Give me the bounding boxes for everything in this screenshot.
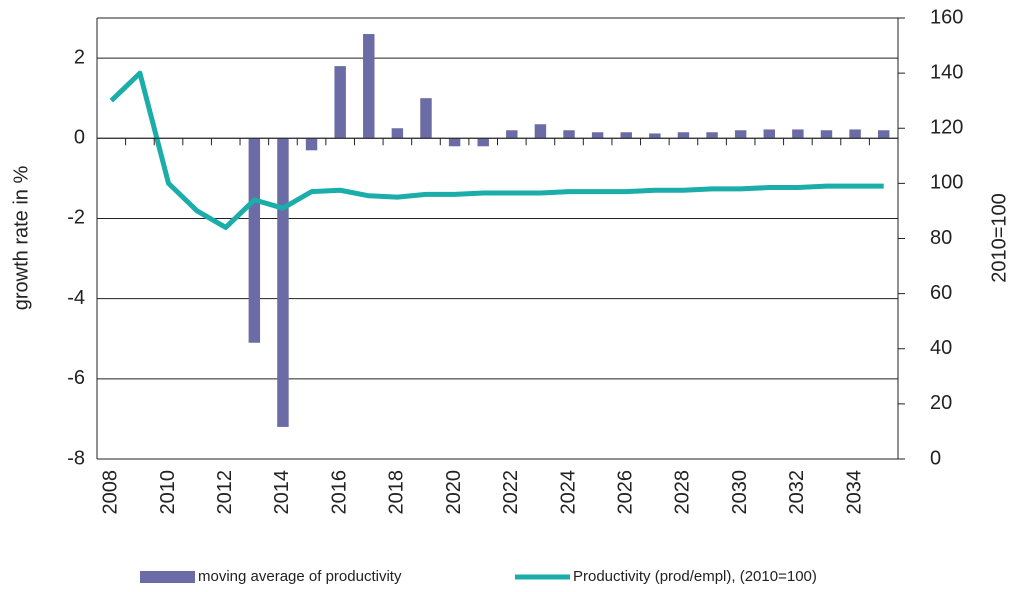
- x-tick-label: 2022: [500, 470, 522, 514]
- line: [109, 70, 884, 230]
- bar: [734, 130, 747, 139]
- y2-tick-label: 160: [930, 6, 963, 28]
- x-tick-label: 2008: [100, 470, 122, 515]
- bar: [563, 130, 575, 139]
- y2-tick-label: 100: [930, 172, 963, 194]
- x-tick-label: 2012: [214, 470, 236, 515]
- bar: [820, 130, 833, 139]
- y-tick-label: -8: [67, 447, 85, 469]
- y-axis-label: growth rate in %: [10, 166, 32, 311]
- y2-tick-label: 0: [930, 447, 941, 469]
- bar: [420, 98, 432, 139]
- legend-swatch: [140, 571, 195, 583]
- y-tick-label: -4: [67, 287, 85, 309]
- y-tick-label: 0: [74, 127, 85, 149]
- legend-label: Productivity (prod/empl), (2010=100): [573, 568, 817, 585]
- y-tick-label: -2: [67, 207, 85, 229]
- y2-axis-label: 2010=100: [988, 193, 1010, 283]
- legend-label: moving average of productivity: [198, 568, 402, 585]
- bar: [677, 132, 690, 139]
- bar: [506, 130, 518, 139]
- x-tick-label: 2020: [443, 470, 465, 515]
- bar: [763, 129, 775, 139]
- y-tick-label: 2: [74, 46, 85, 68]
- x-tick-label: 2016: [328, 470, 350, 515]
- x-tick-label: 2034: [843, 470, 865, 515]
- bar: [849, 129, 861, 139]
- x-tick-label: 2018: [386, 470, 408, 515]
- bar: [706, 132, 718, 139]
- y-tick-label: -6: [67, 367, 85, 389]
- y2-tick-label: 40: [930, 337, 952, 359]
- bar: [534, 124, 547, 139]
- x-tick-label: 2024: [557, 470, 579, 515]
- bar: [792, 129, 804, 139]
- bar: [620, 132, 632, 139]
- x-tick-label: 2014: [271, 470, 293, 515]
- y2-tick-label: 80: [930, 227, 952, 249]
- bar: [877, 130, 890, 139]
- bar: [363, 34, 375, 139]
- bar: [305, 138, 318, 151]
- bar: [334, 66, 346, 139]
- bar: [649, 133, 661, 139]
- x-tick-label: 2010: [157, 470, 179, 515]
- bar: [248, 138, 261, 343]
- y2-tick-label: 60: [930, 282, 952, 304]
- bar: [391, 128, 404, 139]
- bar: [277, 138, 289, 427]
- x-tick-label: 2028: [672, 470, 694, 515]
- x-tick-label: 2030: [729, 470, 751, 515]
- bar: [448, 138, 461, 147]
- bar: [477, 138, 489, 147]
- x-tick-label: 2032: [786, 470, 808, 515]
- bar: [591, 132, 604, 139]
- y2-tick-label: 120: [930, 117, 963, 139]
- y2-tick-label: 20: [930, 392, 952, 414]
- x-tick-label: 2026: [615, 470, 637, 515]
- y2-tick-label: 140: [930, 61, 963, 83]
